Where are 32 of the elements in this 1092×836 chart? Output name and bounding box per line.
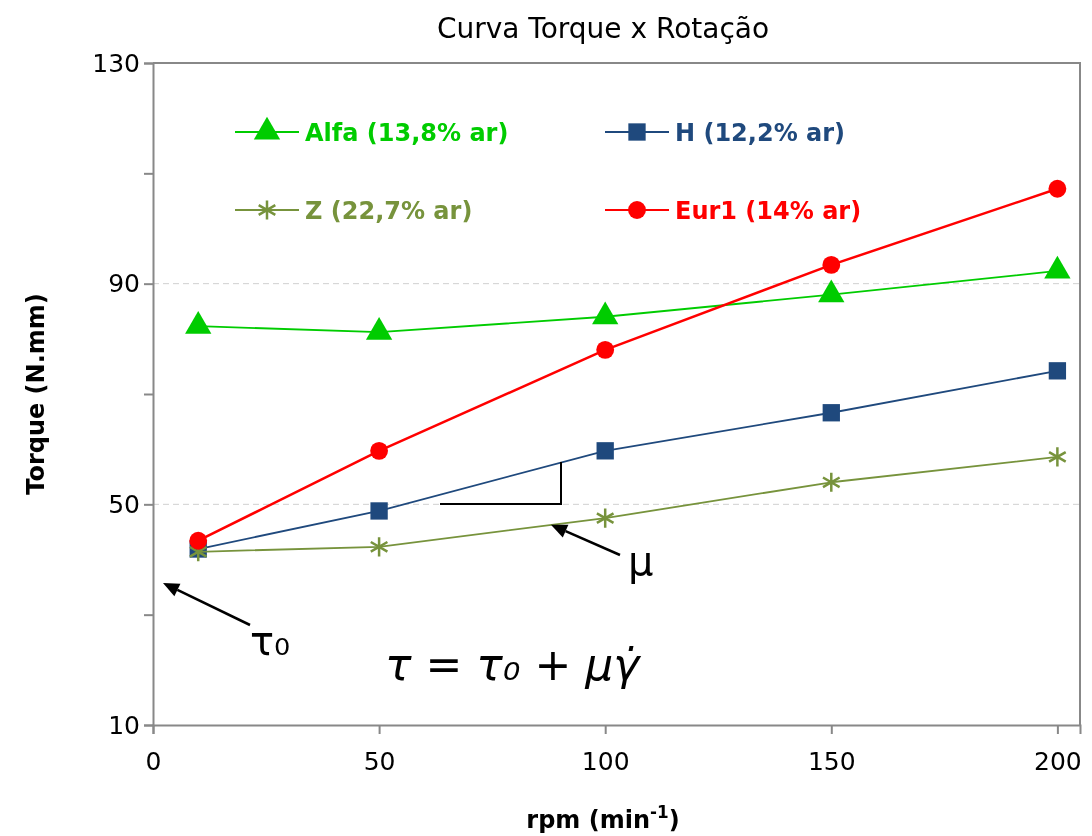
chart-title: Curva Torque x Rotação (436, 12, 770, 45)
point (822, 404, 840, 422)
point (821, 471, 841, 494)
point (596, 340, 615, 359)
point (369, 535, 389, 558)
point (189, 531, 208, 550)
legend-label: Z (22,7% ar) (305, 197, 473, 225)
annotation: τ₀ (250, 618, 291, 664)
y-tick-label: 10 (108, 710, 140, 740)
y-tick-label: 90 (108, 269, 140, 299)
annotation: μ (628, 538, 654, 584)
y-tick-label: 50 (108, 489, 140, 519)
point (596, 442, 614, 460)
legend-label: Eur1 (14% ar) (675, 197, 862, 225)
point (822, 256, 841, 274)
point (370, 441, 389, 460)
x-tick-label: 50 (363, 746, 396, 776)
point (595, 507, 615, 529)
y-axis-title: Torque (N.mm) (22, 293, 50, 495)
legend-label: Alfa (13,8% ar) (305, 119, 509, 147)
point (1048, 179, 1067, 198)
y-tick-label: 130 (92, 48, 140, 78)
x-axis-title: rpm (min$^{-1}$) (526, 802, 680, 834)
x-tick-label: 150 (807, 746, 856, 776)
x-tick-label: 100 (581, 746, 630, 776)
x-tick-label: 0 (145, 746, 162, 776)
legend-label: H (12,2% ar) (675, 119, 846, 147)
x-tick-label: 200 (1034, 746, 1082, 776)
point (1047, 446, 1067, 468)
point (1048, 362, 1067, 380)
annotation: τ = τ₀ + μγ̇ (385, 639, 642, 690)
point (370, 502, 388, 520)
